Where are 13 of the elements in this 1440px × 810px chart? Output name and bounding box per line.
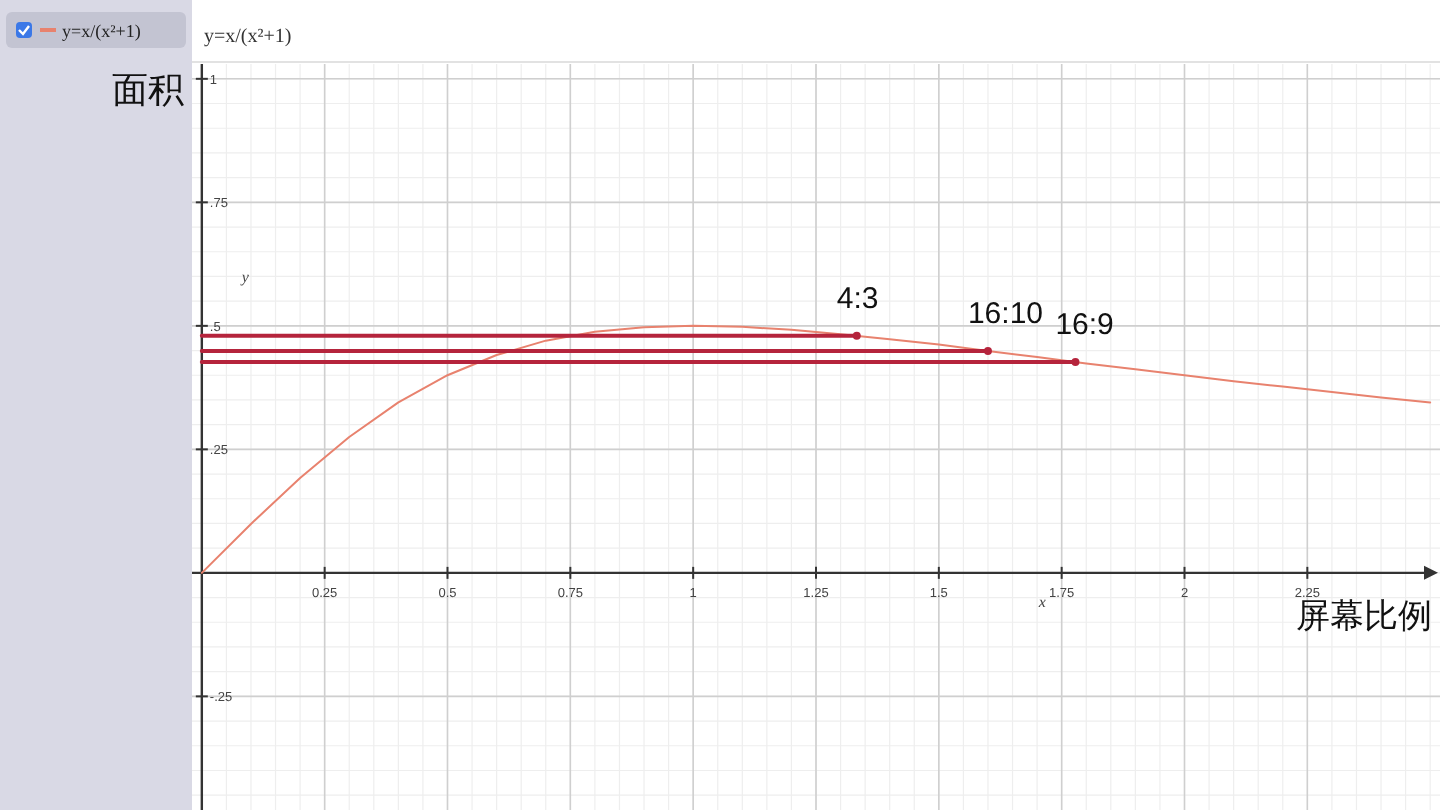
annotation: x xyxy=(1036,592,1047,611)
y-axis-title: 面积 xyxy=(112,70,184,112)
series-label: 16:10 xyxy=(967,297,1044,332)
annotation: y xyxy=(239,267,250,286)
series-label: 16:9 xyxy=(1055,307,1114,342)
legend-label: y=x/(x²+1) xyxy=(62,21,141,41)
point xyxy=(852,331,861,340)
point xyxy=(1071,357,1080,366)
legend: y=x/(x²+1) xyxy=(6,12,186,48)
point xyxy=(983,347,992,356)
chart-title: y=x/(x²+1) xyxy=(204,26,292,48)
x-axis-title: 屏幕比例 xyxy=(1296,596,1432,637)
series-label: 4:3 xyxy=(836,281,879,316)
